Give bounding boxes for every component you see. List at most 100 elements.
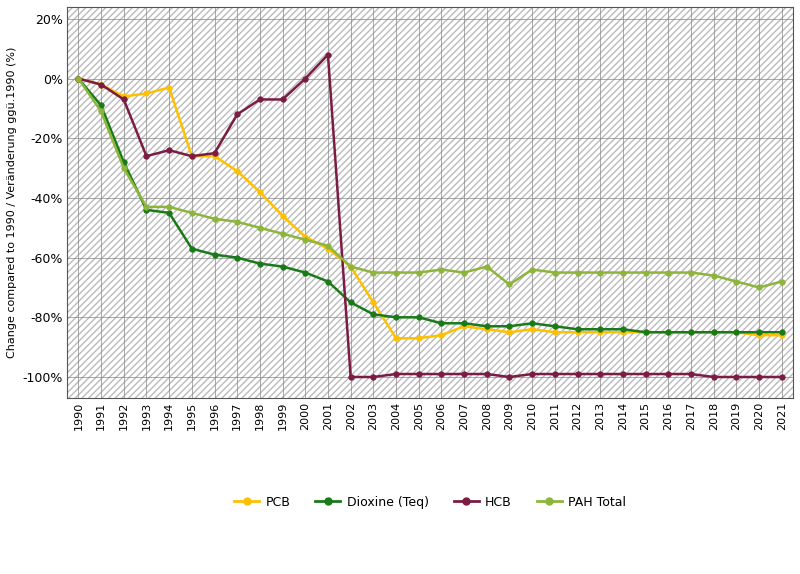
HCB	[618, 371, 628, 378]
PCB	[573, 329, 582, 336]
PCB	[686, 329, 696, 336]
PCB	[731, 329, 741, 336]
HCB	[346, 374, 355, 381]
PCB	[505, 329, 514, 336]
PAH Total	[527, 266, 537, 273]
HCB	[323, 51, 333, 58]
Dioxine (Teq)	[573, 326, 582, 333]
PCB	[278, 212, 287, 219]
HCB	[391, 371, 401, 378]
PCB	[346, 263, 355, 270]
HCB	[96, 81, 106, 88]
PCB	[369, 299, 378, 306]
Dioxine (Teq)	[187, 245, 197, 252]
PAH Total	[164, 203, 174, 210]
PCB	[595, 329, 605, 336]
PAH Total	[142, 203, 151, 210]
PCB	[391, 335, 401, 342]
PAH Total	[709, 272, 718, 279]
Line: PAH Total: PAH Total	[76, 76, 785, 290]
PCB	[754, 332, 764, 339]
PCB	[618, 329, 628, 336]
PAH Total	[391, 269, 401, 276]
Dioxine (Teq)	[686, 329, 696, 336]
PCB	[550, 329, 560, 336]
PCB	[74, 75, 83, 82]
HCB	[142, 153, 151, 160]
Dioxine (Teq)	[74, 75, 83, 82]
PCB	[482, 326, 491, 333]
PCB	[119, 93, 129, 100]
HCB	[437, 371, 446, 378]
PAH Total	[459, 269, 469, 276]
Dioxine (Teq)	[119, 158, 129, 165]
PAH Total	[777, 278, 786, 285]
Legend: PCB, Dioxine (Teq), HCB, PAH Total: PCB, Dioxine (Teq), HCB, PAH Total	[228, 490, 632, 515]
HCB	[505, 374, 514, 381]
HCB	[754, 374, 764, 381]
Dioxine (Teq)	[459, 320, 469, 327]
PCB	[414, 335, 423, 342]
Dioxine (Teq)	[346, 299, 355, 306]
HCB	[482, 371, 491, 378]
HCB	[641, 371, 650, 378]
PCB	[164, 84, 174, 91]
Dioxine (Teq)	[527, 320, 537, 327]
PAH Total	[414, 269, 423, 276]
PCB	[142, 90, 151, 97]
HCB	[459, 371, 469, 378]
PCB	[96, 81, 106, 88]
HCB	[210, 150, 219, 157]
PCB	[663, 329, 673, 336]
PAH Total	[119, 165, 129, 172]
HCB	[301, 75, 310, 82]
HCB	[119, 96, 129, 103]
HCB	[777, 374, 786, 381]
Line: Dioxine (Teq): Dioxine (Teq)	[76, 76, 785, 335]
Dioxine (Teq)	[618, 326, 628, 333]
HCB	[595, 371, 605, 378]
PAH Total	[96, 108, 106, 115]
Dioxine (Teq)	[255, 260, 265, 267]
HCB	[233, 111, 242, 118]
PAH Total	[255, 224, 265, 231]
PAH Total	[210, 215, 219, 222]
PAH Total	[731, 278, 741, 285]
Dioxine (Teq)	[301, 269, 310, 276]
Dioxine (Teq)	[142, 207, 151, 214]
HCB	[550, 371, 560, 378]
HCB	[187, 153, 197, 160]
Dioxine (Teq)	[731, 329, 741, 336]
PCB	[233, 168, 242, 174]
HCB	[573, 371, 582, 378]
PAH Total	[187, 210, 197, 216]
PCB	[527, 326, 537, 333]
PAH Total	[641, 269, 650, 276]
PCB	[777, 332, 786, 339]
PAH Total	[573, 269, 582, 276]
Line: HCB: HCB	[76, 52, 785, 380]
PAH Total	[369, 269, 378, 276]
HCB	[414, 371, 423, 378]
PAH Total	[505, 281, 514, 288]
Dioxine (Teq)	[641, 329, 650, 336]
PAH Total	[233, 218, 242, 225]
PCB	[255, 188, 265, 195]
PAH Total	[301, 236, 310, 243]
Dioxine (Teq)	[437, 320, 446, 327]
PAH Total	[278, 230, 287, 237]
HCB	[663, 371, 673, 378]
Dioxine (Teq)	[777, 329, 786, 336]
Line: PCB: PCB	[76, 76, 785, 341]
PAH Total	[663, 269, 673, 276]
HCB	[731, 374, 741, 381]
Dioxine (Teq)	[278, 263, 287, 270]
PCB	[187, 153, 197, 160]
Y-axis label: Change compared to 1990 / Veränderung ggü.1990 (%): Change compared to 1990 / Veränderung gg…	[7, 46, 17, 358]
Dioxine (Teq)	[595, 326, 605, 333]
Dioxine (Teq)	[482, 323, 491, 329]
Dioxine (Teq)	[323, 278, 333, 285]
PAH Total	[346, 263, 355, 270]
PCB	[323, 245, 333, 252]
PAH Total	[323, 242, 333, 249]
